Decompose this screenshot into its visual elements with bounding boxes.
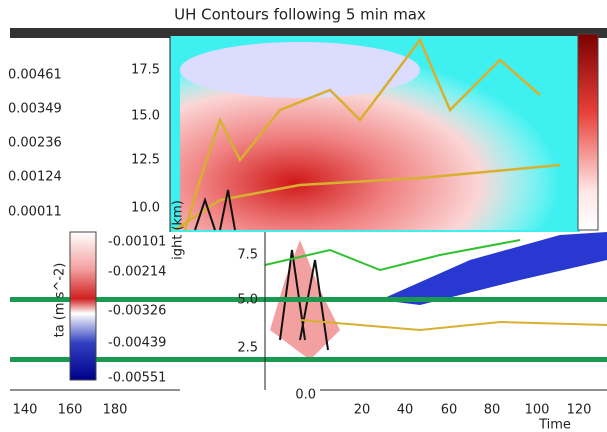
main-y-ticks: 17.5 15.0 12.5 10.0 7.5 5.0 2.5 0.0 ight… [131, 63, 316, 403]
tick-label: 7.5 [237, 248, 258, 263]
lower-colorbar-labels: -0.00101 -0.00214 -0.00326 -0.00439 -0.0… [53, 235, 167, 386]
tick-label: 0.00236 [8, 136, 62, 151]
main-x-ticks: 20 40 60 80 100 120 Time [354, 403, 592, 432]
tick-label: 0.0 [295, 388, 316, 403]
tick-label: 17.5 [131, 63, 160, 78]
tick-label: 100 [525, 403, 550, 418]
tick-label: -0.00439 [108, 336, 166, 351]
tick-label: 120 [567, 403, 592, 418]
axis-label: ight (km) [171, 200, 186, 260]
left-x-ticks: 140 160 180 [13, 403, 128, 418]
tick-label: 20 [354, 403, 371, 418]
tick-label: 0.00124 [8, 170, 62, 185]
tick-label: 180 [103, 403, 128, 418]
tick-label: 0.00461 [8, 68, 62, 83]
tick-label: 80 [484, 403, 501, 418]
tick-label: -0.00214 [108, 265, 166, 280]
axis-label: ta (m s^-2) [53, 263, 68, 338]
tick-label: 12.5 [131, 153, 160, 168]
axis-label: Time [538, 418, 571, 432]
title: UH Contours following 5 min max [174, 6, 426, 24]
tick-label: -0.00101 [108, 235, 166, 250]
tick-label: 0.00011 [8, 205, 62, 220]
tick-label: 60 [441, 403, 458, 418]
tick-label: 0.00349 [8, 102, 62, 117]
tick-label: 40 [397, 403, 414, 418]
tick-label: -0.00551 [108, 371, 166, 386]
tick-label: 10.0 [131, 201, 160, 216]
tick-label: 15.0 [131, 109, 160, 124]
upper-colorbar-labels: 0.00461 0.00349 0.00236 0.00124 0.00011 [8, 68, 62, 220]
tick-label: -0.00326 [108, 304, 166, 319]
tick-label: 5.0 [237, 293, 258, 308]
tick-label: 2.5 [237, 341, 258, 356]
tick-label: 160 [58, 403, 83, 418]
tick-label: 140 [13, 403, 38, 418]
artwork [10, 28, 607, 391]
